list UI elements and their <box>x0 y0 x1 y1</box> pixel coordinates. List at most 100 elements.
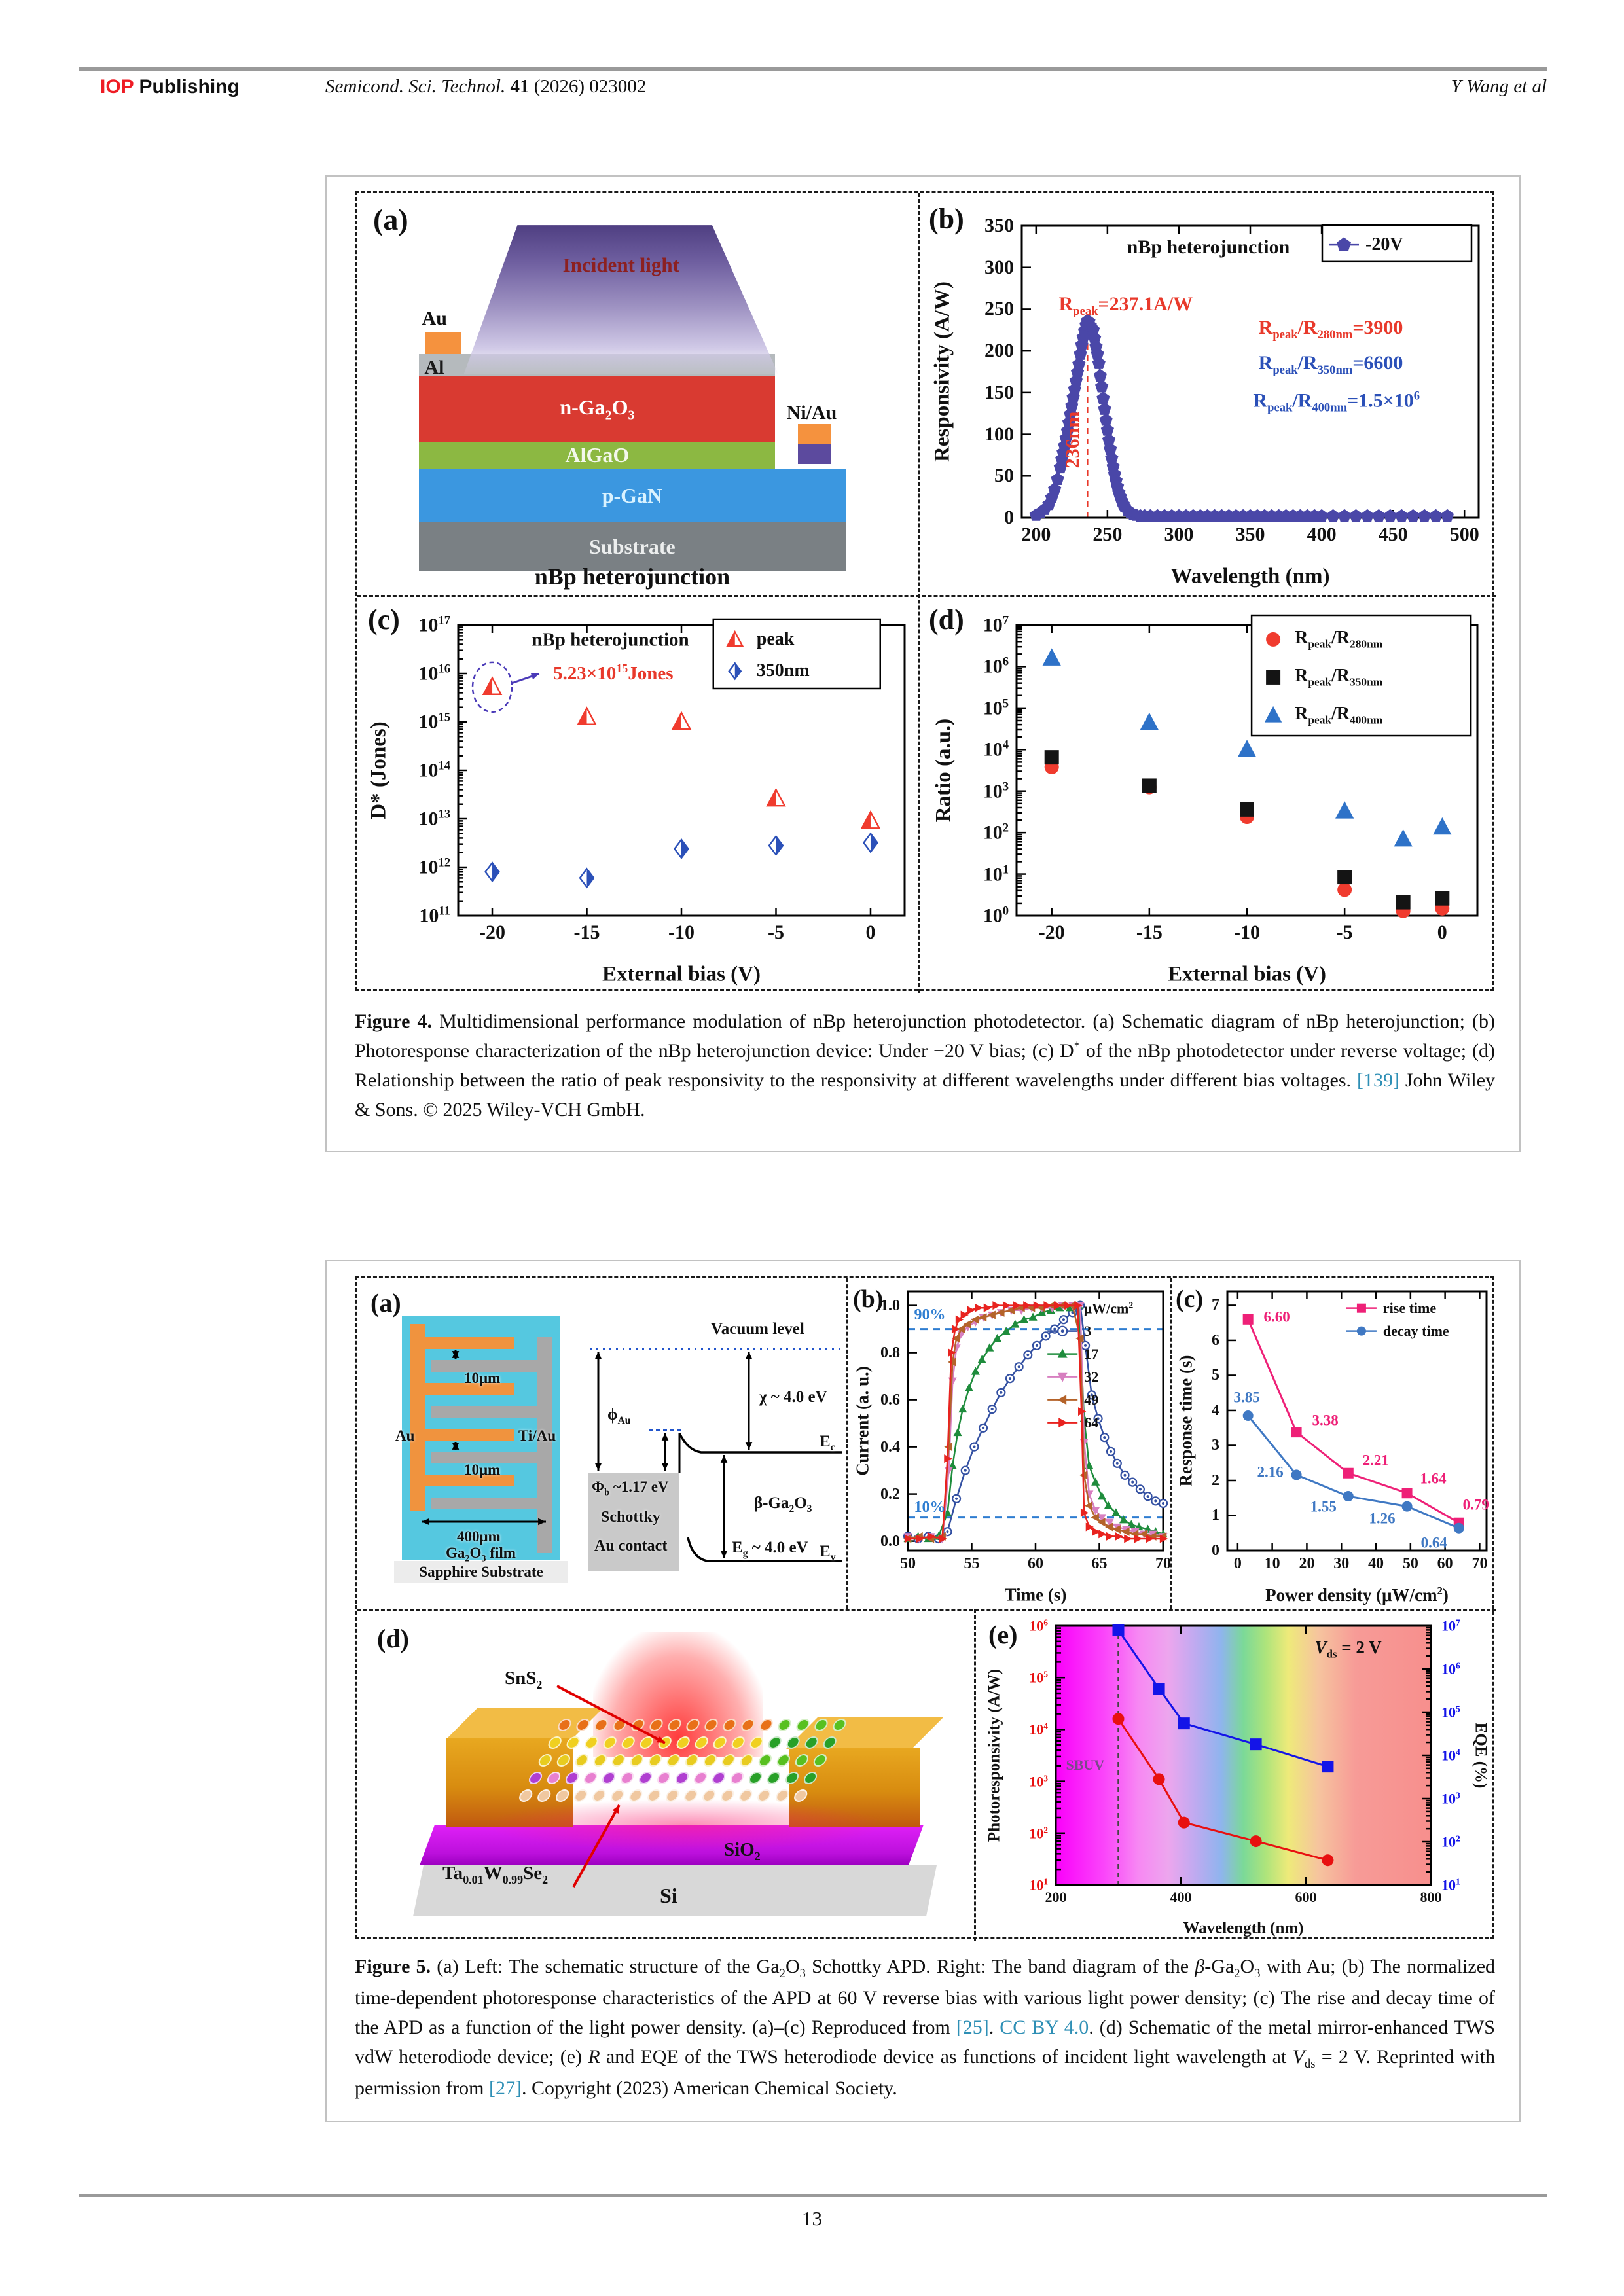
phi-b-label: Φb ~1.17 eV <box>592 1479 669 1498</box>
tick-label: 102 <box>1441 1833 1460 1850</box>
tick-label: -15 <box>1136 921 1163 943</box>
schottky-contact-box <box>588 1473 679 1571</box>
tick-label: 150 <box>984 381 1014 403</box>
algao-layer: AlGaO <box>419 442 776 469</box>
schottky-label-2: Au contact <box>594 1537 668 1554</box>
publisher-logo: IOP Publishing <box>100 76 240 98</box>
tick-label: 55 <box>964 1555 980 1573</box>
legend-label: 350nm <box>756 660 810 681</box>
panel-tag-c: (c) <box>1176 1285 1204 1313</box>
tick-label: 105 <box>1441 1704 1460 1721</box>
gap-dim-label-2: 10μm <box>464 1462 501 1478</box>
ni-contact-bottom <box>797 444 832 465</box>
x-axis-label: Power density (μW/cm2) <box>1265 1585 1449 1605</box>
tick-label: 104 <box>983 738 1009 761</box>
tawse2-label: Ta0.01W0.99Se2 <box>442 1863 549 1886</box>
annotation: nBp heterojunction <box>532 629 689 651</box>
transient-chart: 50 55 60 65 70 0.0 0.2 0.4 0.6 0.8 1.0 Time (s) Curr… <box>848 1281 1171 1607</box>
tick-label: 450 <box>1378 523 1408 545</box>
panel-tag-a: (a) <box>370 1288 401 1318</box>
tick-label: 2 <box>1212 1471 1219 1489</box>
responsivity-eqe-chart: 200 400 600 800 101 102 103 104 105 106 101 102 103 1… <box>981 1611 1491 1939</box>
tick-label: 0 <box>1233 1555 1242 1573</box>
tick-label: 0.4 <box>880 1438 900 1456</box>
point-label: 6.60 <box>1263 1308 1290 1325</box>
tick-label: 1011 <box>419 904 450 927</box>
tick-label: 40 <box>1368 1555 1384 1573</box>
tick-label: -10 <box>668 921 695 943</box>
tick-label: 350 <box>1235 523 1265 545</box>
ref-27[interactable]: [27] <box>488 2077 522 2099</box>
tick-label: 0.0 <box>880 1532 900 1550</box>
figure4-caption: Figure 4. Multidimensional performance m… <box>355 1011 1496 1121</box>
x-axis-label: External bias (V) <box>602 962 761 986</box>
schottky-label-1: Schottky <box>601 1509 660 1526</box>
point-label: 1.26 <box>1369 1510 1396 1527</box>
tick-label: 30 <box>1333 1555 1350 1573</box>
film-label: Ga2O3 film <box>446 1545 516 1564</box>
incident-light-label: Incident light <box>562 253 679 277</box>
chi-label: χ ~ 4.0 eV <box>759 1388 827 1406</box>
tick-label: 0 <box>1437 921 1447 943</box>
tick-label: 102 <box>983 821 1009 844</box>
annotation: 5.23×1015Jones <box>552 662 674 685</box>
tick-label: 103 <box>1029 1772 1048 1790</box>
x-axis-label: Time (s) <box>1004 1585 1067 1605</box>
y-axis-label: Current (a. u.) <box>852 1366 873 1476</box>
tick-label: 104 <box>1029 1721 1048 1738</box>
tick-label: 107 <box>1441 1617 1460 1634</box>
annotation: 10% <box>914 1499 946 1516</box>
point-label: 0.64 <box>1420 1534 1447 1551</box>
band-diagram-lines <box>357 1278 846 1609</box>
tick-label: 10 <box>1264 1555 1280 1573</box>
ec-label: Ec <box>820 1433 835 1453</box>
figure4-divider-v <box>918 193 920 993</box>
tick-label: 1015 <box>418 710 450 733</box>
tick-label: 1.0 <box>880 1297 900 1314</box>
tick-label: 103 <box>983 780 1009 802</box>
figure4-panel-d: (d) -20 -15 -10 -5 0 100 101 102 103 104 105 106 107… <box>918 595 1496 993</box>
figure5-panel-c: (c) 0 10 20 30 40 50 60 70 0 1 2 3 4 5 6 7 Power density… <box>1170 1278 1496 1609</box>
ref-25[interactable]: [25] <box>956 2016 989 2038</box>
tick-label: 50 <box>994 465 1014 487</box>
tick-label: 103 <box>1441 1790 1460 1807</box>
legend-label: Rpeak/R400nm <box>1295 703 1383 726</box>
footer-rule <box>79 2194 1547 2197</box>
eg-label: Eg ~ 4.0 eV <box>732 1539 808 1559</box>
figure4-plot-region: (a) Incident light Au Al n-Ga2O3 AlGaO N… <box>355 191 1496 993</box>
tick-label: 600 <box>1295 1888 1317 1905</box>
x-axis-label: Wavelength (nm) <box>1170 564 1330 588</box>
tick-label: 300 <box>1164 523 1194 545</box>
panel-tag-d: (d) <box>929 603 964 636</box>
tick-label: 800 <box>1420 1888 1442 1905</box>
running-authors: Y Wang et al <box>1451 76 1547 97</box>
ref-139[interactable]: [139] <box>1356 1069 1399 1091</box>
link-ccby[interactable]: CC BY 4.0 <box>1000 2016 1089 2038</box>
au-label: Au <box>395 1427 415 1444</box>
tick-label: 65 <box>1091 1555 1108 1573</box>
figure5-panel-d: (d) SnS2 Ta0.01W0.99Se2 SiO2 Si <box>357 1609 974 1941</box>
annotation: Rpeak=237.1A/W <box>1058 293 1193 319</box>
tiau-label: Ti/Au <box>518 1427 556 1444</box>
response-time-chart: 0 10 20 30 40 50 60 70 0 1 2 3 4 5 6 7 Power density (μW… <box>1171 1281 1496 1607</box>
annotation: Vds = 2 V <box>1314 1637 1382 1660</box>
tick-label: 70 <box>1471 1555 1488 1573</box>
figure4-panel-a: (a) Incident light Au Al n-Ga2O3 AlGaO N… <box>357 193 918 595</box>
tick-label: 500 <box>1449 523 1479 545</box>
tick-label: 101 <box>1029 1876 1048 1893</box>
figure5-divider-bc <box>1170 1278 1172 1609</box>
tick-label: -15 <box>573 921 600 943</box>
x-axis-label: External bias (V) <box>1168 962 1326 986</box>
point-label: 2.21 <box>1362 1452 1389 1469</box>
sio2-label: SiO2 <box>724 1839 761 1863</box>
legend-label: 3 <box>1084 1322 1092 1339</box>
tick-label: 102 <box>1029 1825 1048 1842</box>
figure5-divider-ab <box>846 1278 848 1609</box>
tick-label: 250 <box>1092 523 1123 545</box>
panel-tag-b: (b) <box>853 1285 884 1313</box>
au-contact-block <box>424 331 461 354</box>
gap-dim-label-1: 10μm <box>464 1370 501 1386</box>
tick-label: -20 <box>479 921 506 943</box>
annotation: 90% <box>914 1306 946 1324</box>
annotation: 236nm <box>1061 411 1083 469</box>
